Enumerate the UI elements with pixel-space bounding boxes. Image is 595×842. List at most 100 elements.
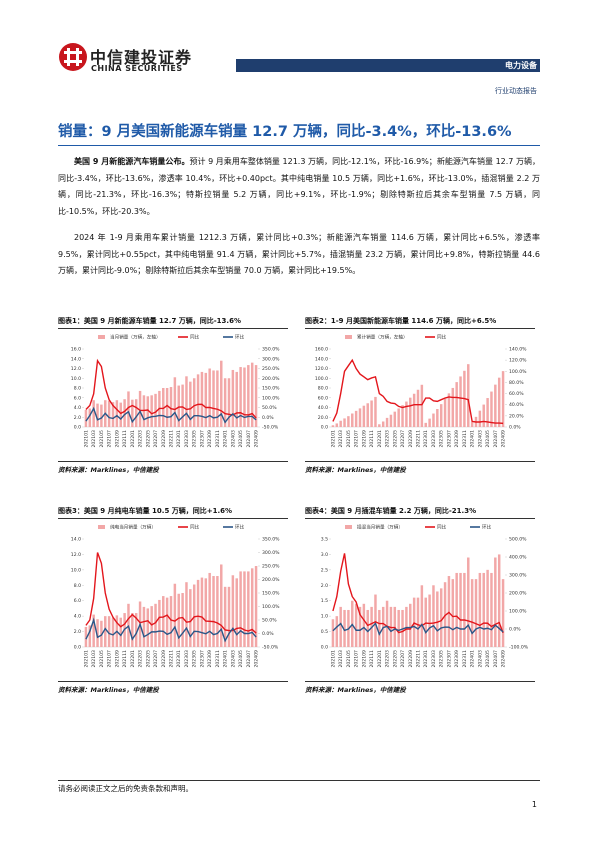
bar: [196, 374, 200, 427]
bar: [131, 399, 134, 427]
x-tick-label: 202101: [83, 430, 89, 448]
bar: [331, 425, 335, 427]
bar: [467, 364, 470, 427]
bar: [482, 404, 485, 427]
y-tick-label: 8.0: [74, 583, 81, 589]
bar: [397, 408, 400, 427]
legend-label: 插混当月销量（万辆）: [357, 524, 403, 531]
y-tick-label: 12.0: [71, 366, 81, 372]
bar: [92, 400, 95, 427]
x-tick-label: 202401: [223, 650, 229, 668]
figure-title: 图表3：美国 9 月纯电车销量 10.5 万辆，同比+1.6%: [58, 506, 288, 519]
bar: [216, 576, 219, 647]
x-tick-label: 202111: [369, 650, 375, 668]
x-tick-label: 202109: [114, 650, 120, 668]
x-tick-label: 202209: [408, 430, 414, 448]
x-tick-label: 202303: [431, 430, 437, 448]
line: [85, 617, 257, 643]
figure-label: 图表2：: [305, 317, 331, 325]
logo-text-en: CHINA SECURITIES: [91, 64, 183, 73]
bar: [343, 609, 346, 647]
bar: [181, 384, 184, 427]
source: 资料来源：Marklines，中信建投: [305, 461, 535, 474]
x-tick-label: 202207: [153, 430, 159, 448]
bar: [467, 557, 470, 647]
x-tick-label: 202103: [338, 430, 344, 448]
x-tick-label: 202405: [238, 430, 244, 448]
bar: [200, 371, 204, 427]
x-tick-label: 202301: [176, 650, 182, 668]
x-tick-label: 202311: [462, 650, 468, 668]
bar: [185, 376, 188, 427]
bar: [208, 572, 211, 647]
y2-tick-label: -100.0%: [509, 645, 529, 651]
y2-tick-label: -50.0%: [262, 425, 279, 431]
x-tick-label: 202307: [446, 650, 452, 668]
bar: [463, 572, 466, 647]
bar: [412, 393, 416, 427]
bar: [173, 583, 177, 647]
y2-tick-label: 350.0%: [262, 347, 280, 353]
bar: [119, 617, 122, 647]
text: 2024 年 1-9 月乘用车累计销量 1212.3 万辆，累计同比+0.3%；…: [58, 233, 540, 275]
x-tick-label: 202205: [392, 430, 398, 448]
line: [85, 358, 257, 419]
y2-tick-label: 140.0%: [509, 347, 527, 353]
figure-label: 图表1：: [58, 317, 84, 325]
bar: [189, 381, 192, 427]
bar: [150, 606, 153, 647]
legend-label: 同比: [437, 334, 447, 341]
bar: [220, 564, 223, 647]
bar: [107, 616, 111, 647]
x-tick-label: 202101: [330, 430, 336, 448]
bar: [104, 616, 107, 647]
y-tick-label: 0.0: [74, 645, 81, 651]
bar: [374, 594, 377, 647]
bar: [366, 403, 369, 427]
bar: [169, 387, 173, 427]
bar: [247, 365, 250, 427]
y2-tick-label: 300.0%: [509, 573, 527, 579]
bar: [235, 578, 238, 647]
bar: [247, 571, 250, 647]
bar: [223, 378, 227, 427]
y2-tick-label: 250.0%: [262, 564, 280, 570]
x-tick-label: 202403: [230, 430, 236, 448]
bar: [142, 606, 146, 647]
bar: [424, 422, 427, 427]
x-tick-label: 202211: [169, 430, 175, 448]
bar: [88, 408, 92, 427]
legend-swatch: [98, 335, 105, 339]
x-tick-label: 202107: [354, 430, 360, 448]
bar: [486, 569, 489, 647]
bar: [123, 399, 126, 427]
bar: [362, 405, 366, 427]
bar: [347, 416, 350, 427]
logo-icon: [59, 43, 87, 71]
bar: [451, 579, 455, 647]
x-tick-label: 202301: [423, 650, 429, 668]
x-tick-label: 202107: [107, 430, 113, 448]
x-tick-label: 202105: [346, 650, 352, 668]
bar: [378, 424, 381, 427]
bar: [416, 389, 420, 427]
x-tick-label: 202401: [223, 430, 229, 448]
bar: [250, 568, 254, 647]
y-tick-label: 2.0: [74, 629, 81, 635]
bar: [231, 575, 235, 647]
y-tick-label: 4.0: [74, 405, 81, 411]
bar: [459, 376, 462, 427]
bar: [189, 589, 192, 647]
bar: [366, 609, 369, 647]
report-type: 行业动态报告: [495, 87, 537, 95]
y2-tick-label: 40.0%: [509, 402, 524, 408]
x-tick-label: 202311: [215, 650, 221, 668]
figure-caption: 美国 9 月纯电车销量 10.5 万辆，同比+1.6%: [83, 507, 233, 515]
x-tick-label: 202205: [145, 430, 151, 448]
bar: [378, 609, 381, 647]
bar: [138, 390, 142, 427]
bar: [428, 594, 431, 647]
bar: [169, 596, 173, 647]
bar: [331, 619, 335, 647]
bar: [494, 557, 497, 647]
